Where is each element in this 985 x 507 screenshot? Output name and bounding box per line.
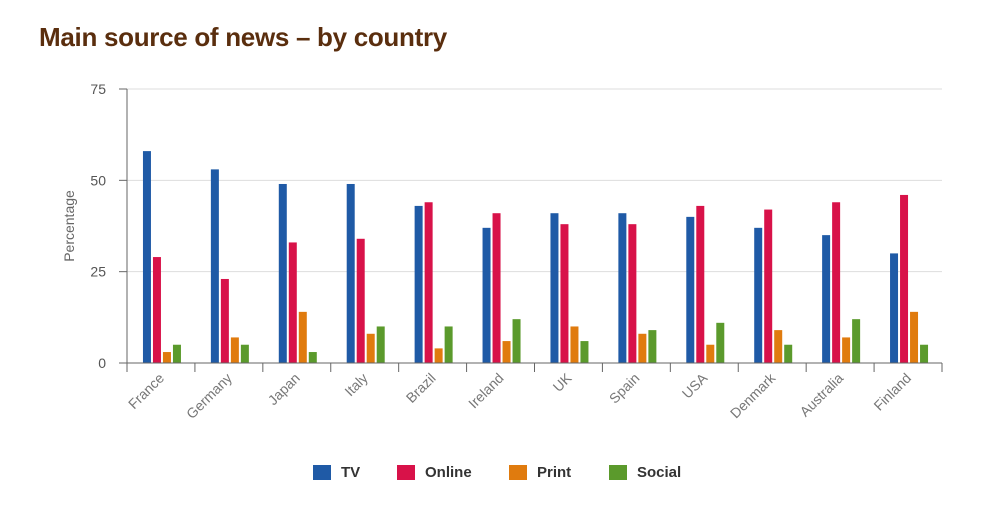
bar-online-uk	[560, 224, 569, 363]
bar-print-australia	[842, 337, 851, 363]
bar-social-italy	[376, 326, 385, 363]
legend-label: Online	[425, 463, 472, 481]
bar-tv-uk	[550, 213, 559, 363]
bar-print-spain	[638, 333, 647, 363]
bar-tv-spain	[618, 213, 627, 363]
bar-social-germany	[240, 344, 249, 363]
axes	[119, 88, 943, 372]
bar-tv-usa	[686, 216, 695, 363]
x-tick-label: France	[125, 370, 167, 412]
x-tick-label: Ireland	[465, 370, 507, 412]
legend-label: Print	[537, 463, 572, 481]
bar-tv-denmark	[754, 227, 763, 363]
bar-social-denmark	[784, 344, 793, 363]
bar-online-germany	[220, 278, 229, 363]
chart-title: Main source of news – by country	[39, 22, 447, 52]
bar-print-ireland	[502, 341, 511, 363]
bar-online-brazil	[424, 202, 433, 363]
x-tick-label: Italy	[341, 370, 370, 399]
legend-item-print[interactable]: Print	[509, 461, 571, 483]
legend-label: Social	[637, 463, 682, 481]
legend-label: TV	[341, 463, 361, 481]
bar-social-usa	[716, 322, 725, 363]
bar-tv-italy	[346, 183, 355, 363]
y-axis-label: Percentage	[61, 190, 77, 262]
bar-online-finland	[900, 194, 909, 363]
x-tick-label: Brazil	[403, 370, 439, 406]
x-tick-label: Spain	[606, 370, 643, 407]
y-tick-label: 50	[90, 172, 106, 188]
bar-tv-finland	[890, 253, 899, 363]
y-tick-label: 0	[98, 355, 106, 371]
bar-tv-france	[142, 151, 151, 363]
legend: TV Online Print Social	[0, 461, 985, 483]
bar-social-japan	[308, 352, 317, 363]
bar-print-italy	[366, 333, 375, 363]
x-tick-label: UK	[550, 369, 576, 395]
bar-social-ireland	[512, 319, 521, 363]
bar-tv-australia	[822, 235, 831, 363]
bar-online-denmark	[764, 209, 773, 363]
legend-item-online[interactable]: Online	[397, 461, 472, 483]
legend-swatch	[509, 464, 527, 480]
legend-item-social[interactable]: Social	[609, 461, 681, 483]
bar-social-brazil	[444, 326, 453, 363]
bar-online-japan	[288, 242, 297, 363]
bar-print-denmark	[774, 330, 783, 363]
bar-print-uk	[570, 326, 579, 363]
bar-online-italy	[356, 238, 365, 363]
bar-tv-japan	[278, 183, 287, 363]
bar-online-australia	[832, 202, 841, 363]
bar-social-australia	[852, 319, 861, 363]
legend-swatch	[609, 464, 627, 480]
legend-swatch	[313, 464, 331, 480]
bar-online-usa	[696, 205, 705, 363]
bar-print-brazil	[434, 348, 443, 363]
bar-social-uk	[580, 341, 589, 363]
bar-online-france	[152, 257, 161, 363]
bar-social-finland	[920, 344, 929, 363]
legend-swatch	[397, 464, 415, 480]
x-tick-label: Japan	[265, 370, 303, 408]
x-tick-label: Finland	[870, 370, 914, 414]
legend-item-tv[interactable]: TV	[313, 461, 360, 483]
bar-print-usa	[706, 344, 715, 363]
y-tick-label: 75	[90, 81, 106, 97]
bar-online-ireland	[492, 213, 501, 363]
bar-social-france	[172, 344, 181, 363]
bar-tv-germany	[210, 169, 219, 363]
y-tick-label: 25	[90, 264, 106, 280]
bar-print-france	[162, 352, 171, 363]
x-tick-label: Australia	[796, 370, 846, 420]
bar-print-japan	[298, 311, 307, 363]
bar-tv-ireland	[482, 227, 491, 363]
bar-online-spain	[628, 224, 637, 363]
bar-print-germany	[230, 337, 239, 363]
bars	[142, 151, 929, 363]
x-tick-label: Denmark	[727, 369, 779, 421]
bar-print-finland	[910, 311, 919, 363]
x-tick-label: USA	[679, 369, 711, 401]
bar-tv-brazil	[414, 205, 423, 363]
bar-social-spain	[648, 330, 657, 363]
gridlines	[127, 88, 942, 273]
x-tick-label: Germany	[183, 370, 235, 422]
